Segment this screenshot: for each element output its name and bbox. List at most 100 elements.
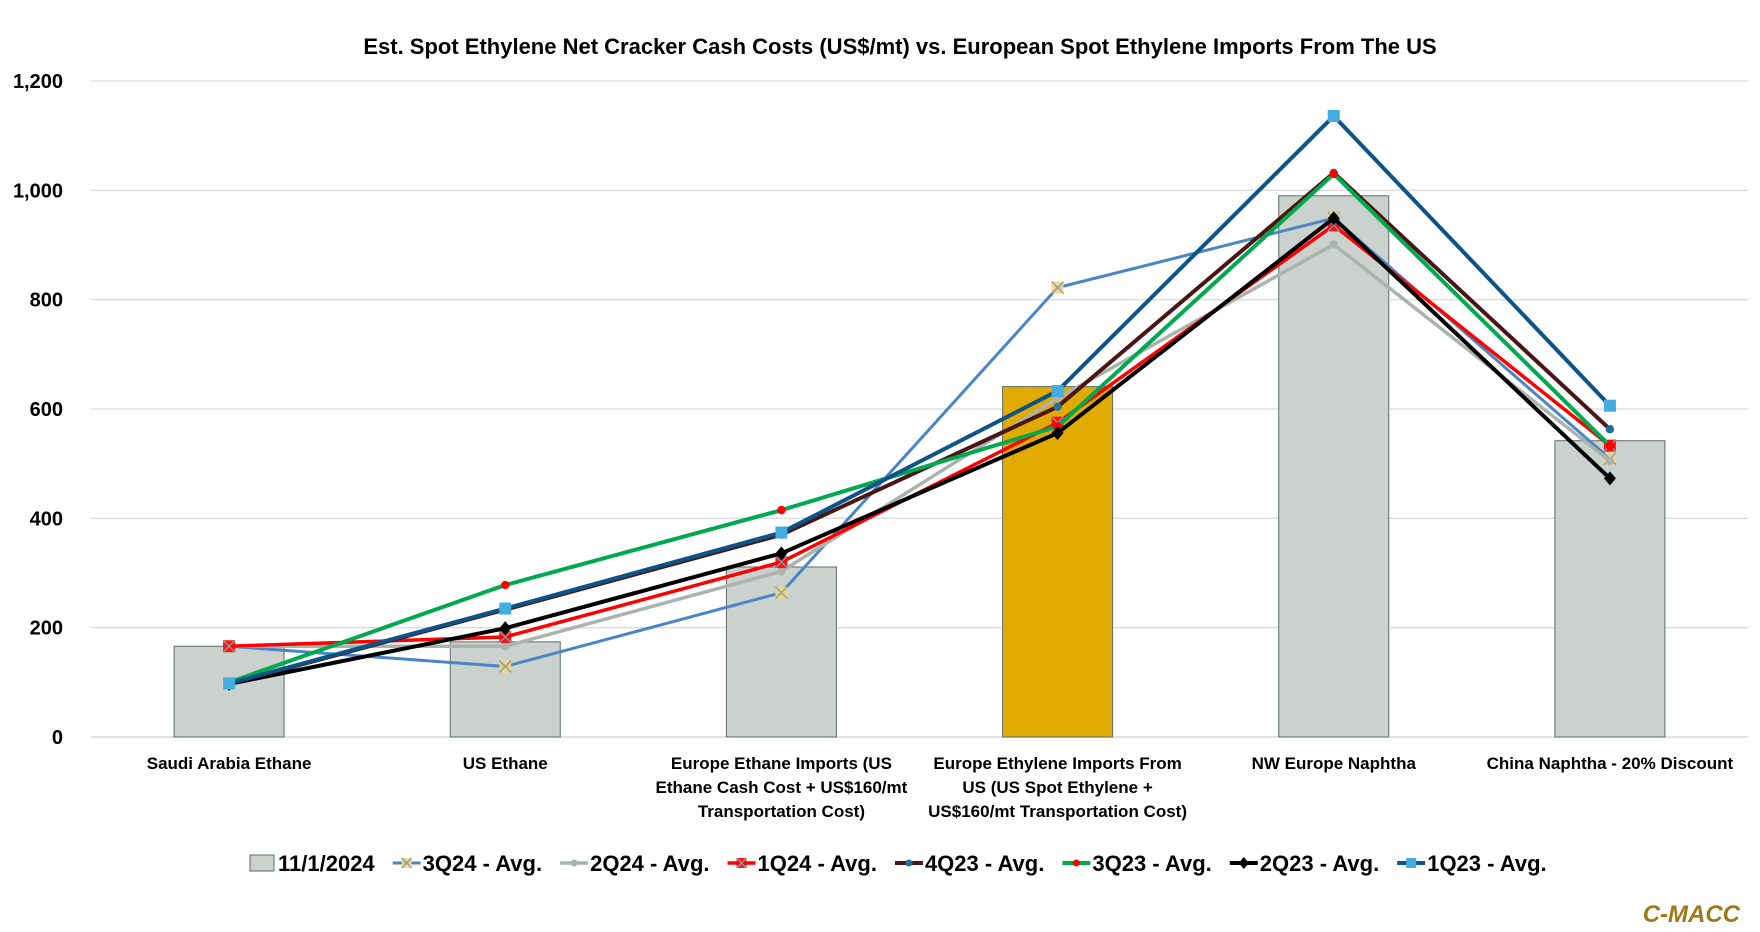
x-tick-label: US (US Spot Ethylene +	[962, 778, 1152, 797]
y-tick-label: 400	[30, 508, 63, 530]
legend-label: 3Q23 - Avg.	[1092, 851, 1211, 876]
x-tick-label: Transportation Cost)	[698, 802, 865, 821]
series-line	[228, 216, 1612, 686]
data-point-marker	[775, 526, 788, 539]
data-point-marker	[223, 677, 236, 690]
data-point-marker	[498, 630, 512, 644]
data-point-marker	[1238, 857, 1249, 869]
chart-title: Est. Spot Ethylene Net Cracker Cash Cost…	[363, 34, 1436, 59]
y-tick-label: 200	[30, 618, 63, 640]
data-point-marker	[499, 621, 512, 636]
data-point-marker	[736, 857, 747, 869]
data-point-marker	[1605, 456, 1615, 466]
series-2q24	[224, 240, 1615, 651]
legend-label: 1Q24 - Avg.	[758, 851, 877, 876]
series-lines	[222, 109, 1617, 691]
x-tick-label: NW Europe Naphtha	[1252, 754, 1417, 773]
marker-cross	[1051, 281, 1065, 295]
series-line	[228, 113, 1612, 686]
legend-item: 2Q24 - Avg.	[560, 851, 710, 876]
bar	[1278, 195, 1390, 738]
legend-label: 2Q23 - Avg.	[1260, 851, 1379, 876]
data-point-marker	[1603, 471, 1616, 486]
data-point-marker	[501, 642, 510, 651]
y-tick-label: 0	[52, 727, 63, 749]
series-line	[228, 216, 1611, 668]
data-point-marker	[777, 567, 786, 576]
bars	[173, 195, 1666, 738]
series-line	[229, 242, 1611, 649]
bar	[173, 645, 285, 738]
legend-label: 4Q23 - Avg.	[925, 851, 1044, 876]
legend-label: 3Q24 - Avg.	[423, 851, 542, 876]
marker-cross	[774, 555, 788, 569]
marker-cross	[222, 639, 236, 653]
data-point-marker	[775, 546, 788, 561]
data-point-marker	[774, 555, 788, 569]
x-axis-labels: Saudi Arabia Ethane US Ethane Europe Ethan…	[147, 754, 1734, 821]
bar	[1554, 440, 1666, 738]
data-point-marker	[1329, 169, 1338, 179]
data-point-marker	[1329, 240, 1338, 249]
data-point-marker	[1327, 109, 1340, 122]
data-point-marker	[777, 505, 786, 515]
legend-item: 11/1/2024	[249, 851, 375, 876]
data-point-marker	[222, 639, 236, 653]
series-1q24	[222, 218, 1617, 653]
marker-cross	[736, 857, 747, 869]
legend-item: 1Q24 - Avg.	[727, 851, 877, 876]
series-3q23	[224, 169, 1615, 687]
data-point-marker	[1051, 426, 1064, 441]
legend-item: 3Q23 - Avg.	[1062, 851, 1212, 876]
x-tick-label: US Ethane	[463, 754, 548, 773]
legend-swatch	[249, 854, 275, 872]
y-tick-label: 1,000	[13, 180, 63, 202]
data-point-marker	[774, 586, 788, 600]
data-point-marker	[1605, 425, 1615, 434]
y-tick-label: 1,200	[13, 71, 63, 93]
data-point-marker	[1603, 399, 1616, 412]
series-line	[228, 171, 1612, 685]
legend: 11/1/2024 3Q24 - Avg. 2Q24 - Avg. 1Q24 - Av…	[249, 851, 1547, 876]
legend-item: 2Q23 - Avg.	[1229, 851, 1379, 876]
data-point-marker	[1051, 281, 1065, 295]
x-tick-label: Ethane Cash Cost + US$160/mt	[656, 778, 908, 797]
y-axis-ticks: 0 200 400 600 800 1,000 1,200	[13, 71, 63, 749]
x-tick-label: Europe Ethane Imports (US	[671, 754, 892, 773]
data-point-marker	[570, 859, 578, 867]
marker-cross	[774, 586, 788, 600]
legend-item: 4Q23 - Avg.	[894, 851, 1044, 876]
brand-logo: C-MACC	[1643, 901, 1741, 927]
data-point-marker	[499, 602, 512, 615]
data-point-marker	[498, 660, 512, 673]
legend-item: 1Q23 - Avg.	[1397, 851, 1547, 876]
marker-cross	[498, 630, 512, 644]
data-point-marker	[1605, 441, 1615, 450]
gridlines	[91, 80, 1748, 738]
data-point-marker	[1406, 858, 1417, 868]
data-point-marker	[501, 580, 510, 590]
legend-item: 3Q24 - Avg.	[392, 851, 542, 876]
x-tick-label: China Naphtha - 20% Discount	[1487, 754, 1734, 773]
y-tick-label: 800	[30, 290, 63, 312]
data-point-marker	[1072, 859, 1080, 867]
data-point-marker	[1051, 384, 1064, 397]
data-point-marker	[905, 859, 913, 867]
marker-cross	[401, 857, 413, 869]
legend-label: 11/1/2024	[278, 851, 375, 876]
marker-cross	[498, 660, 512, 673]
series-3q24	[222, 211, 1617, 673]
x-tick-label: Europe Ethylene Imports From	[933, 754, 1181, 773]
y-tick-label: 600	[30, 399, 63, 421]
x-tick-label: US$160/mt Transportation Cost)	[928, 802, 1187, 821]
data-point-marker	[401, 857, 413, 869]
legend-label: 1Q23 - Avg.	[1427, 851, 1546, 876]
x-tick-label: Saudi Arabia Ethane	[147, 754, 312, 773]
legend-label: 2Q24 - Avg.	[590, 851, 709, 876]
series-1q23	[223, 109, 1616, 690]
series-line	[229, 223, 1612, 649]
data-point-marker	[1327, 211, 1340, 226]
bar	[1002, 386, 1114, 738]
data-point-marker	[1053, 402, 1062, 412]
